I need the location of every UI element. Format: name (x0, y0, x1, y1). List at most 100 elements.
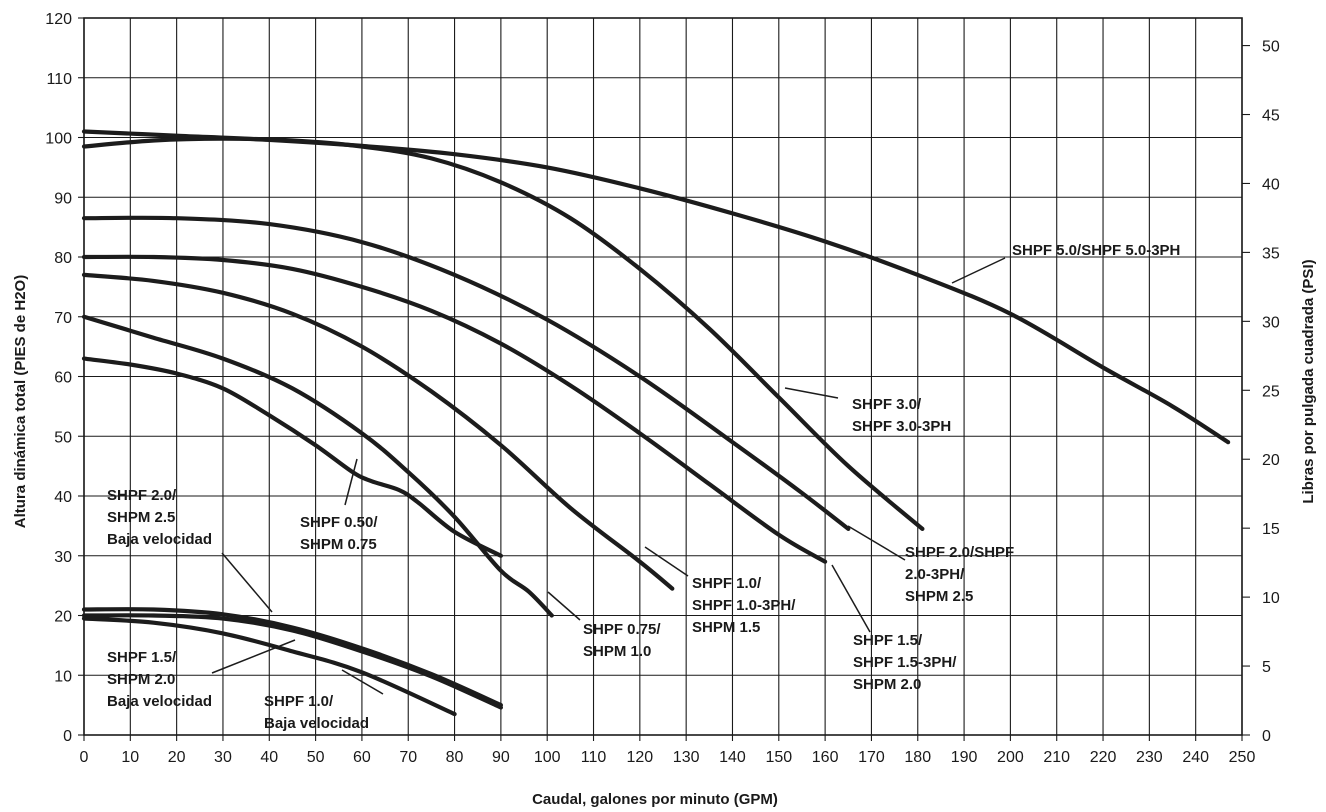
series-line-3 (81, 215, 851, 531)
grid (83, 17, 1243, 736)
y-tick-label: 60 (54, 370, 72, 387)
y2-tick-label: 15 (1262, 521, 1280, 538)
x-tick-label: 100 (534, 749, 561, 766)
y-tick-label: 40 (54, 489, 72, 506)
series-label-line: Baja velocidad (107, 693, 212, 710)
series-label-line: Baja velocidad (264, 715, 369, 732)
y-tick-label: 0 (63, 728, 72, 745)
y2-tick-label: 0 (1262, 728, 1271, 745)
x-tick-label: 0 (80, 749, 89, 766)
x-tick-label: 60 (353, 749, 371, 766)
x-tick-label: 230 (1136, 749, 1163, 766)
label-leader-6 (547, 591, 581, 621)
y-tick-label: 20 (54, 609, 72, 626)
x-tick-label: 40 (260, 749, 278, 766)
y2-tick-label: 30 (1262, 314, 1280, 331)
series-label-line: SHPM 2.5 (905, 588, 973, 605)
y2-tick-label: 50 (1262, 39, 1280, 56)
series-label-line: SHPF 1.5-3PH/ (853, 654, 957, 671)
x-tick-label: 220 (1090, 749, 1117, 766)
y-tick-label: 50 (54, 429, 72, 446)
label-leaders (211, 257, 1006, 695)
y-tick-label: 80 (54, 250, 72, 267)
series-label-line: SHPM 1.5 (692, 619, 760, 636)
x-tick-label: 160 (812, 749, 839, 766)
series-label-1: SHPF 5.0/SHPF 5.0-3PH (1012, 242, 1180, 259)
series-label-5: SHPF 1.0/SHPF 1.0-3PH/SHPM 1.5 (692, 575, 796, 636)
series-label-line: SHPF 1.0/ (264, 693, 334, 710)
series-label-line: SHPM 2.5 (107, 509, 175, 526)
x-tick-label: 180 (904, 749, 931, 766)
series-line-7 (81, 356, 503, 558)
label-leader-4 (831, 564, 871, 633)
x-tick-label: 70 (399, 749, 417, 766)
series-label-line: Baja velocidad (107, 531, 212, 548)
y2-tick-label: 45 (1262, 108, 1280, 125)
series-label-10: SHPF 1.0/Baja velocidad (264, 693, 369, 732)
series-line-8 (81, 607, 503, 708)
series-label-4: SHPF 1.5/SHPF 1.5-3PH/SHPM 2.0 (853, 632, 957, 693)
x-tick-label: 90 (492, 749, 510, 766)
x-tick-label: 130 (673, 749, 700, 766)
label-leader-3 (847, 525, 906, 561)
y2-tick-label: 25 (1262, 383, 1280, 400)
x-tick-label: 120 (626, 749, 653, 766)
x-tick-label: 170 (858, 749, 885, 766)
x-tick-label: 50 (307, 749, 325, 766)
label-leader-5 (644, 546, 689, 577)
y-tick-label: 30 (54, 549, 72, 566)
series-label-line: SHPF 1.0/ (692, 575, 762, 592)
series-line-9 (81, 613, 503, 710)
label-leader-2 (784, 387, 839, 399)
x-tick-label: 140 (719, 749, 746, 766)
x-tick-label: 110 (581, 749, 607, 766)
x-tick-label: 10 (121, 749, 139, 766)
y2-tick-label: 10 (1262, 590, 1280, 607)
curve-labels: SHPF 5.0/SHPF 5.0-3PH SHPF 3.0/SHPF 3.0-3… (107, 242, 1180, 732)
series-line-6 (81, 314, 554, 618)
y2-tick-label: 35 (1262, 245, 1280, 262)
series-label-line: SHPF 2.0/SHPF (905, 544, 1014, 561)
x-tick-label: 200 (997, 749, 1024, 766)
label-leader-7 (344, 458, 358, 506)
y-tick-label: 90 (54, 190, 72, 207)
x-tick-label: 30 (214, 749, 232, 766)
y2-tick-label: 20 (1262, 452, 1280, 469)
label-leader-1 (951, 257, 1006, 284)
series-label-line: SHPF 0.50/ (300, 514, 378, 531)
series-label-line: SHPF 0.75/ (583, 621, 661, 638)
series-label-line: SHPF 1.5/ (853, 632, 923, 649)
y-axis-title: Altura dinámica total (PIES de H2O) (12, 275, 29, 528)
series-label-line: SHPM 0.75 (300, 536, 377, 553)
series-label-line: 2.0-3PH/ (905, 566, 965, 583)
x-tick-label: 80 (446, 749, 464, 766)
y2-tick-label: 40 (1262, 176, 1280, 193)
series-label-line: SHPF 2.0/ (107, 487, 177, 504)
series-label-line: SHPM 2.0 (853, 676, 921, 693)
series-label-line: SHPF 1.5/ (107, 649, 177, 666)
curves (81, 129, 1231, 717)
x-tick-label: 240 (1182, 749, 1209, 766)
x-tick-label: 150 (765, 749, 792, 766)
series-line-4 (81, 254, 828, 564)
y-tick-label: 10 (54, 668, 72, 685)
series-label-line: SHPF 3.0/ (852, 396, 922, 413)
y-tick-label: 70 (54, 310, 72, 327)
x-axis-title: Caudal, galones por minuto (GPM) (532, 791, 778, 808)
tick-labels: 0 10 20 30 40 50 60 70 80 90 100 110 120 130 140 150 160… (45, 11, 1280, 766)
series-line-2 (81, 136, 925, 531)
label-leader-8 (221, 552, 273, 613)
series-label-line: SHPF 5.0/SHPF 5.0-3PH (1012, 242, 1180, 259)
y2-tick-label: 5 (1262, 659, 1271, 676)
label-leader-9 (211, 639, 296, 674)
x-tick-label: 20 (168, 749, 186, 766)
x-tick-label: 210 (1043, 749, 1070, 766)
y-tick-label: 120 (45, 11, 72, 28)
y2-axis-title: Libras por pulgada cuadrada (PSI) (1300, 259, 1317, 503)
y-tick-label: 110 (46, 71, 72, 88)
series-label-line: SHPF 3.0-3PH (852, 418, 951, 435)
series-label-3: SHPF 2.0/SHPF 2.0-3PH/SHPM 2.5 (905, 544, 1014, 605)
label-leader-10 (341, 669, 384, 695)
series-line-10 (81, 616, 457, 717)
